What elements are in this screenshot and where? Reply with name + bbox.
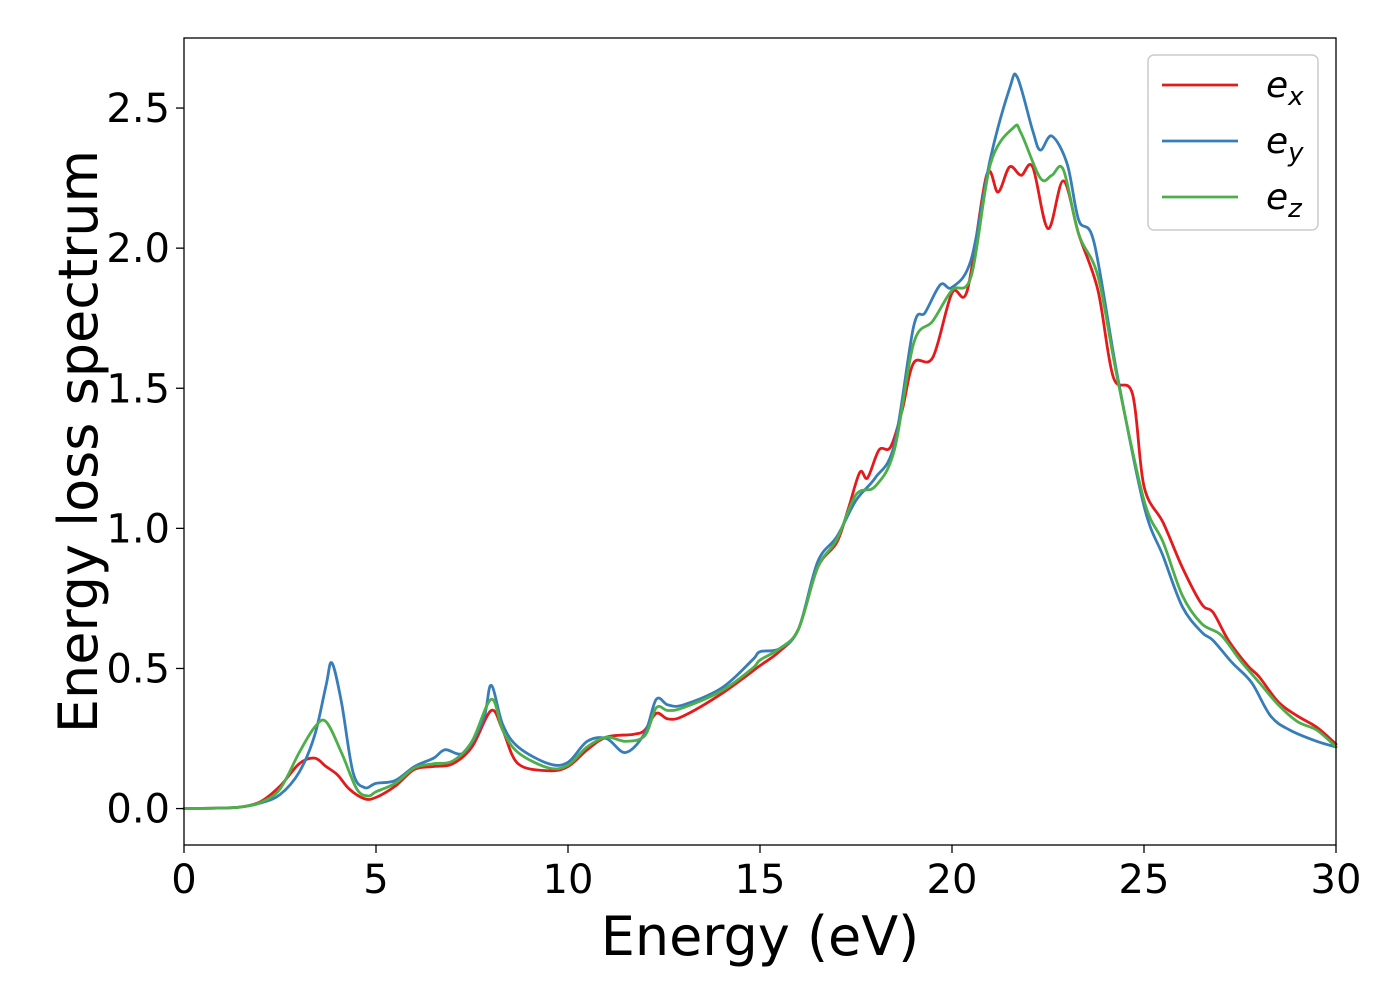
legend-label-subscript: y (1287, 138, 1304, 168)
legend-label-ez: ez (1266, 177, 1303, 224)
x-tick-label: 5 (363, 857, 388, 903)
x-tick-label: 10 (543, 857, 594, 903)
y-tick-label: 2.0 (106, 226, 170, 272)
x-axis-label: Energy (eV) (601, 905, 920, 968)
y-tick-label: 0.0 (106, 787, 170, 833)
x-tick-label: 0 (171, 857, 196, 903)
x-tick-label: 30 (1311, 857, 1362, 903)
y-tick-label: 0.5 (106, 646, 170, 692)
y-tick-label: 1.0 (106, 506, 170, 552)
series-line-ex (182, 163, 1338, 810)
legend-label-base: e (1266, 65, 1288, 106)
legend-label-base: e (1266, 177, 1288, 218)
y-tick-label: 1.5 (106, 366, 170, 412)
legend-label-subscript: z (1287, 194, 1303, 224)
x-tick-label: 25 (1119, 857, 1170, 903)
legend-label-ex: ex (1266, 65, 1304, 112)
y-axis-label: Energy loss spectrum (47, 150, 110, 733)
y-tick-label: 2.5 (106, 86, 170, 132)
legend-label-subscript: x (1287, 82, 1304, 112)
legend-label-base: e (1266, 121, 1288, 162)
x-tick-label: 20 (927, 857, 978, 903)
x-tick-label: 15 (735, 857, 786, 903)
legend-label-ey: ey (1266, 121, 1304, 168)
legend-box (1147, 54, 1319, 231)
axis-ticks: 0 5 10 15 20 25 30 0.0 0.5 1.0 1.5 2.0 2.5 (106, 86, 1361, 903)
series-line-ez (182, 123, 1338, 810)
series-lines (182, 72, 1338, 810)
